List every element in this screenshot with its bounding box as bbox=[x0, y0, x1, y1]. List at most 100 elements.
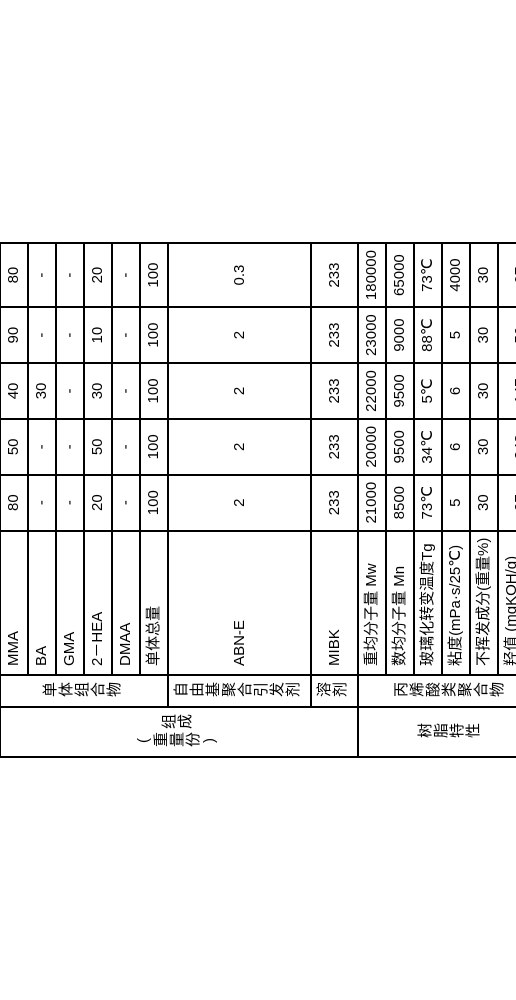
group-acrylic-polymer: 丙烯酸类聚合物 bbox=[358, 675, 516, 707]
cell: 88℃ bbox=[414, 307, 442, 363]
cell: 100 bbox=[140, 307, 168, 363]
row-mw: 树脂特性 丙烯酸类聚合物 重均分子量 Mw 21000 20000 22000 … bbox=[358, 243, 386, 757]
group-monomer-label: 单体组合物 bbox=[42, 682, 122, 700]
cell: 233 bbox=[311, 419, 358, 475]
label-mw: 重均分子量 Mw bbox=[358, 531, 386, 675]
cell: 97 bbox=[498, 243, 516, 307]
cell: - bbox=[56, 307, 84, 363]
cell: 2 bbox=[168, 307, 311, 363]
group-solvent: 溶剂 bbox=[311, 675, 358, 707]
cell: 20 bbox=[84, 243, 112, 307]
cell: 5 bbox=[442, 475, 470, 531]
group-resin-prop: 树脂特性 bbox=[358, 707, 516, 757]
group-resin-prop-label: 树脂特性 bbox=[417, 723, 481, 741]
cell: 30 bbox=[470, 307, 498, 363]
group-initiator-label: 自由基聚合引发剂 bbox=[173, 682, 301, 700]
cell: 100 bbox=[140, 243, 168, 307]
cell: 65000 bbox=[386, 243, 414, 307]
label-tg: 玻璃化转变温度Tg bbox=[414, 531, 442, 675]
cell: 6 bbox=[442, 419, 470, 475]
cell: 90 bbox=[0, 307, 28, 363]
label-gma: GMA bbox=[56, 531, 84, 675]
cell: 34℃ bbox=[414, 419, 442, 475]
cell: 50 bbox=[84, 419, 112, 475]
cell: - bbox=[56, 475, 84, 531]
row-abne: 自由基聚合引发剂 ABN-E 2 2 2 2 0.3 bbox=[168, 243, 311, 757]
cell: 180000 bbox=[358, 243, 386, 307]
cell: - bbox=[112, 307, 140, 363]
cell: 30 bbox=[470, 363, 498, 419]
cell: 100 bbox=[140, 363, 168, 419]
cell: - bbox=[112, 419, 140, 475]
cell: 10 bbox=[84, 307, 112, 363]
cell: 73℃ bbox=[414, 475, 442, 531]
label-abne: ABN-E bbox=[168, 531, 311, 675]
cell: 50 bbox=[498, 307, 516, 363]
cell: - bbox=[112, 363, 140, 419]
page-container: A1 A2 A3 A4 A5 组成(重量份) 单体组合物 MMA 80 50 4… bbox=[0, 0, 516, 1000]
cell: 100 bbox=[140, 475, 168, 531]
cell: 243 bbox=[498, 419, 516, 475]
cell: 97 bbox=[498, 475, 516, 531]
cell: 30 bbox=[470, 243, 498, 307]
cell: 4000 bbox=[442, 243, 470, 307]
label-dmaa: DMAA bbox=[112, 531, 140, 675]
cell: 9500 bbox=[386, 363, 414, 419]
cell: 233 bbox=[311, 475, 358, 531]
row-mma: 组成(重量份) 单体组合物 MMA 80 50 40 90 80 bbox=[0, 243, 28, 757]
label-hydroxyl-value: 羟值 (mgKOH/g)(固体成分换算) bbox=[498, 531, 516, 675]
cell: 80 bbox=[0, 475, 28, 531]
cell: 9000 bbox=[386, 307, 414, 363]
cell: 233 bbox=[311, 307, 358, 363]
label-nonvolatile: 不挥发成分(重量%) bbox=[470, 531, 498, 675]
cell: 233 bbox=[311, 363, 358, 419]
cell: 73℃ bbox=[414, 243, 442, 307]
label-viscosity: 粘度(mPa·s/25℃) bbox=[442, 531, 470, 675]
cell: 22000 bbox=[358, 363, 386, 419]
cell: 2 bbox=[168, 363, 311, 419]
group-solvent-label: 溶剂 bbox=[316, 682, 348, 700]
cell: - bbox=[56, 243, 84, 307]
label-mma: MMA bbox=[0, 531, 28, 675]
cell: - bbox=[56, 419, 84, 475]
data-table: A1 A2 A3 A4 A5 组成(重量份) 单体组合物 MMA 80 50 4… bbox=[0, 242, 516, 758]
cell: 30 bbox=[470, 475, 498, 531]
cell: 2 bbox=[168, 475, 311, 531]
cell: - bbox=[56, 363, 84, 419]
group-acrylic-polymer-label: 丙烯酸类聚合物 bbox=[393, 682, 505, 700]
label-ba: BA bbox=[28, 531, 56, 675]
cell: 8500 bbox=[386, 475, 414, 531]
cell: 0.3 bbox=[168, 243, 311, 307]
group-monomer: 单体组合物 bbox=[0, 675, 168, 707]
label-mn: 数均分子量 Mn bbox=[386, 531, 414, 675]
cell: 30 bbox=[84, 363, 112, 419]
cell: - bbox=[112, 243, 140, 307]
cell: 23000 bbox=[358, 307, 386, 363]
cell: 30 bbox=[470, 419, 498, 475]
row-mibk: 溶剂 MIBK 233 233 233 233 233 bbox=[311, 243, 358, 757]
cell: 50 bbox=[0, 419, 28, 475]
cell: - bbox=[112, 475, 140, 531]
cell: 233 bbox=[311, 243, 358, 307]
cell: 5 bbox=[442, 307, 470, 363]
cell: 80 bbox=[0, 243, 28, 307]
cell: - bbox=[28, 475, 56, 531]
cell: 147 bbox=[498, 363, 516, 419]
cell: 100 bbox=[140, 419, 168, 475]
cell: 2 bbox=[168, 419, 311, 475]
label-monomer-total: 单体总量 bbox=[140, 531, 168, 675]
group-initiator: 自由基聚合引发剂 bbox=[168, 675, 311, 707]
cell: 5℃ bbox=[414, 363, 442, 419]
group-composition-label: 组成(重量份) bbox=[135, 714, 219, 750]
cell: 6 bbox=[442, 363, 470, 419]
cell: 9500 bbox=[386, 419, 414, 475]
cell: - bbox=[28, 419, 56, 475]
cell: - bbox=[28, 243, 56, 307]
cell: - bbox=[28, 307, 56, 363]
cell: 20000 bbox=[358, 419, 386, 475]
cell: 20 bbox=[84, 475, 112, 531]
cell: 30 bbox=[28, 363, 56, 419]
group-composition: 组成(重量份) bbox=[0, 707, 358, 757]
label-mibk: MIBK bbox=[311, 531, 358, 675]
cell: 21000 bbox=[358, 475, 386, 531]
